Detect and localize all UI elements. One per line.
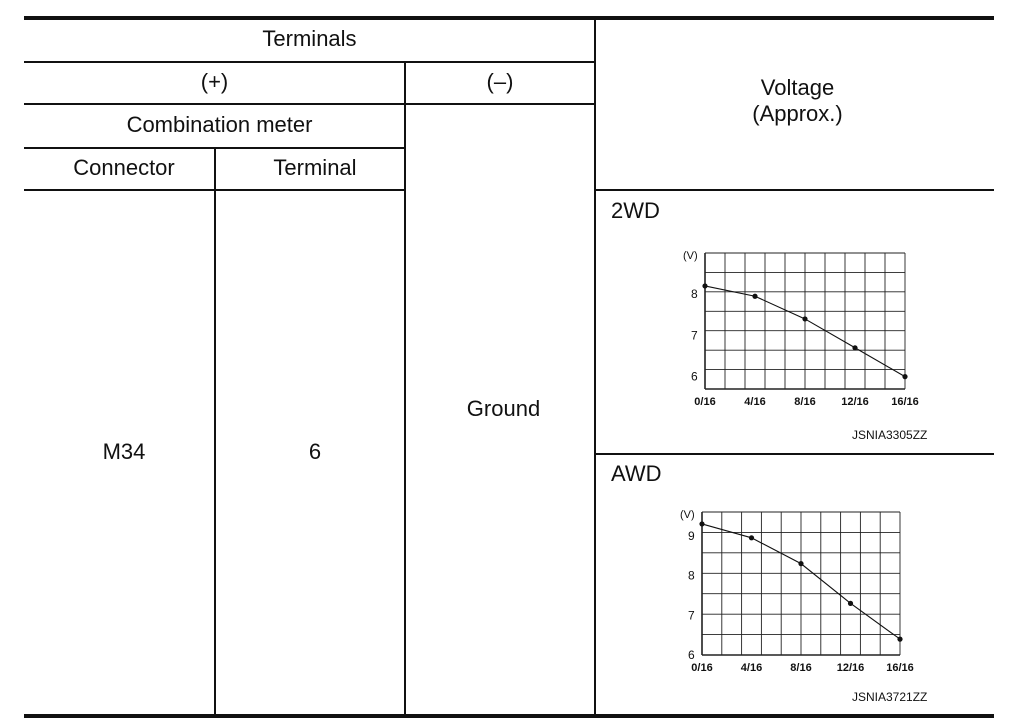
chart-awd: (V) 6 7 8 9 0/16 4/16 8/16 12/16 16/16 xyxy=(680,509,914,674)
data-point xyxy=(752,293,758,299)
y-axis-unit-label: (V) xyxy=(683,250,698,262)
terminals-header: Terminals xyxy=(262,26,357,51)
chart-awd-code: JSNIA3721ZZ xyxy=(852,690,928,704)
top-border xyxy=(24,16,994,20)
y-tick-label: 8 xyxy=(688,569,695,583)
divider-header-voltage xyxy=(595,189,994,191)
terminal-header: Terminal xyxy=(273,155,357,180)
x-tick-label: 12/16 xyxy=(837,662,865,674)
terminal-value: 6 xyxy=(308,439,322,464)
x-tick-label: 16/16 xyxy=(891,396,919,408)
data-point xyxy=(897,636,903,642)
x-tick-label: 0/16 xyxy=(691,662,712,674)
y-axis-unit-label: (V) xyxy=(680,509,695,521)
chart-2wd: (V) 6 7 8 0/16 4/16 8/16 12/16 16/16 xyxy=(683,250,919,408)
data-point xyxy=(702,283,708,289)
component-header: Combination meter xyxy=(126,112,313,137)
x-tick-label: 4/16 xyxy=(741,662,762,674)
y-tick-label: 8 xyxy=(691,287,698,301)
data-point xyxy=(748,535,755,541)
chart-2wd-label: 2WD xyxy=(611,198,660,223)
voltage-header-line2: (Approx.) xyxy=(752,101,843,127)
chart-awd-label: AWD xyxy=(611,461,662,486)
divider-polarity-row xyxy=(24,103,595,105)
data-point xyxy=(852,345,858,351)
divider-connector-terminal xyxy=(214,148,216,716)
y-tick-label: 6 xyxy=(688,648,695,662)
data-point xyxy=(798,561,804,567)
x-tick-label: 0/16 xyxy=(694,396,715,408)
voltage-header-line1: Voltage xyxy=(760,75,835,100)
x-tick-label: 8/16 xyxy=(794,396,815,408)
bottom-border xyxy=(24,714,994,718)
plus-header: (+) xyxy=(200,69,229,94)
x-tick-label: 12/16 xyxy=(841,396,869,408)
x-tick-label: 4/16 xyxy=(744,396,765,408)
divider-terminals-row xyxy=(24,61,595,63)
data-point xyxy=(847,600,854,606)
y-tick-label: 7 xyxy=(688,608,695,622)
connector-value: M34 xyxy=(102,439,146,464)
connector-header: Connector xyxy=(73,155,175,180)
divider-voltage-column xyxy=(594,18,596,716)
x-tick-label: 16/16 xyxy=(886,662,914,674)
data-point xyxy=(802,316,808,322)
divider-plus-minus xyxy=(404,62,406,716)
data-point xyxy=(699,521,705,527)
y-tick-label: 7 xyxy=(691,328,698,342)
voltage-header: Voltage (Approx.) xyxy=(595,75,1000,128)
data-point xyxy=(902,374,908,380)
chart-2wd-code: JSNIA3305ZZ xyxy=(852,428,928,442)
minus-value: Ground xyxy=(466,396,541,421)
divider-chart-row xyxy=(595,453,994,455)
minus-header: (–) xyxy=(486,69,514,94)
y-tick-label: 9 xyxy=(688,529,695,543)
x-tick-label: 8/16 xyxy=(790,662,811,674)
y-tick-label: 6 xyxy=(691,370,698,384)
